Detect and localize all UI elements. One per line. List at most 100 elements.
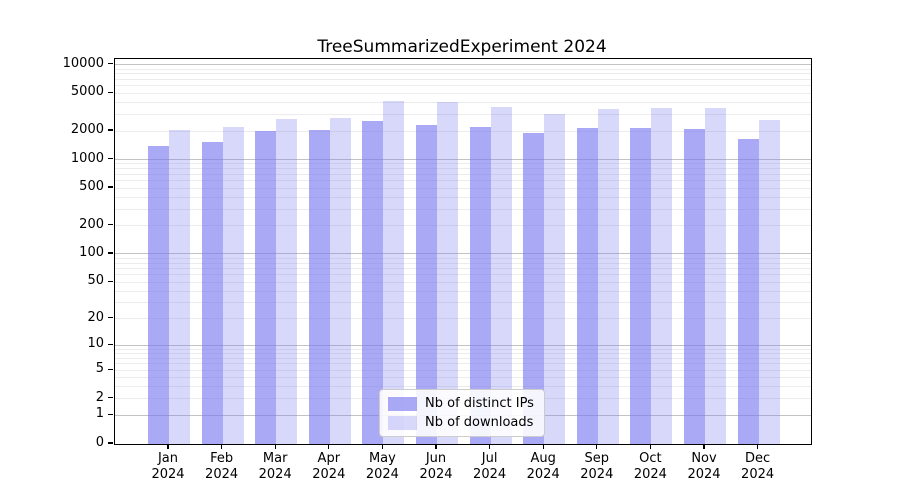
x-axis-tick-label: Jun 2024 [419,451,453,482]
gridline-minor [115,386,811,388]
x-axis-tick-label: Nov 2024 [687,451,721,482]
gridlines-layer [115,59,811,444]
y-axis-tick-label: 20 [87,309,104,325]
plot-area: Nb of distinct IPs Nb of downloads [114,58,812,445]
bar-distinct-ips-may [362,120,384,444]
gridline-minor [115,281,811,283]
gridline-minor [115,92,811,94]
gridline-minor [115,180,811,182]
gridline-minor [115,168,811,170]
y-axis-tick-label: 50 [87,273,104,289]
x-axis-tick-label: Jul 2024 [473,451,507,482]
x-axis-tick-label: Jan 2024 [151,451,185,482]
legend: Nb of distinct IPs Nb of downloads [379,389,545,437]
legend-entry-downloads: Nb of downloads [380,415,544,430]
bar-distinct-ips-sep [576,128,598,444]
y-axis-tick-label: 100 [79,244,104,260]
gridline-minor [115,257,811,259]
gridline-major [115,253,811,255]
bar-distinct-ips-aug [523,132,545,444]
bar-downloads-jul [490,107,512,444]
legend-entry-distinct-ips: Nb of distinct IPs [380,396,544,411]
x-axis-tick [328,444,330,449]
y-axis-tick-label: 2000 [70,122,104,137]
gridline-minor [115,262,811,264]
y-axis-tick [108,91,113,93]
y-axis-tick [108,252,113,254]
x-axis-tick-label: Apr 2024 [312,451,346,482]
y-axis-tick [108,280,113,282]
x-axis-tick-label: May 2024 [365,451,399,482]
y-axis-tick-label: 5 [95,361,104,377]
y-axis-tick [108,368,113,370]
x-axis-tick [167,444,169,449]
bar-downloads-oct [651,108,673,444]
x-axis-tick-label: Feb 2024 [205,451,239,482]
gridline-minor [115,196,811,198]
gridline-minor [115,369,811,371]
x-axis-tick [489,444,491,449]
y-axis-tick-label: 10000 [62,55,104,71]
gridline-minor [115,225,811,227]
gridline-major [115,344,811,346]
y-axis-tick-label: 1 [95,406,104,422]
legend-label-downloads: Nb of downloads [425,415,534,430]
bar-distinct-ips-dec [737,138,759,444]
gridline-minor [115,130,811,132]
bar-downloads-jun [437,101,458,444]
y-axis-tick [108,157,113,160]
y-axis-tick-label: 500 [79,179,104,195]
y-axis-tick-label: 5000 [70,84,104,100]
bar-distinct-ips-jun [416,124,437,444]
gridline-minor [115,68,811,70]
x-axis-tick [703,444,705,449]
bar-downloads-sep [597,109,619,444]
x-axis-tick [596,444,598,449]
bar-distinct-ips-jan [148,145,169,444]
y-axis-tick-label: 10 [87,336,104,352]
x-axis-tick [221,444,223,449]
x-axis-tick-label: Mar 2024 [258,451,292,482]
x-axis-tick-label: Sep 2024 [580,451,614,482]
bar-downloads-jan [169,130,190,444]
gridline-minor [115,274,811,276]
gridline-minor [115,163,811,165]
x-axis-tick [649,444,651,449]
bar-distinct-ips-mar [255,131,277,444]
gridline-minor [115,85,811,87]
y-axis-tick-label: 1000 [70,150,104,166]
bar-distinct-ips-jul [469,126,491,444]
gridline-minor [115,353,811,355]
legend-label-distinct-ips: Nb of distinct IPs [425,396,534,411]
bar-downloads-mar [276,118,298,444]
chart-title: TreeSummarizedExperiment 2024 [317,37,607,57]
y-axis-tick-label: 0 [95,435,104,450]
x-axis-tick-label: Dec 2024 [741,451,775,482]
y-axis-tick [108,186,113,188]
y-axis-tick [108,317,113,319]
x-axis-tick [381,444,383,449]
legend-swatch-downloads [388,415,417,430]
gridline-minor [115,267,811,269]
x-axis-tick [274,444,276,449]
x-axis-tick-label: Oct 2024 [633,451,667,482]
y-axis-tick [108,442,113,444]
bar-downloads-aug [544,113,566,444]
y-axis-tick-label: 2 [95,389,104,405]
bar-downloads-apr [329,118,351,444]
x-axis-tick-label: Aug 2024 [526,451,560,482]
gridline-minor [115,113,811,115]
gridline-minor [115,187,811,189]
bar-downloads-nov [705,107,726,444]
gridline-minor [115,173,811,175]
gridline-minor [115,377,811,379]
y-axis-tick-label: 200 [79,216,104,232]
gridline-major [115,64,811,66]
gridline-minor [115,302,811,304]
legend-swatch-distinct-ips [388,396,417,411]
gridline-minor [115,357,811,359]
gridline-minor [115,78,811,80]
y-axis-tick [108,397,113,399]
bar-downloads-feb [222,127,244,444]
gridline-minor [115,208,811,210]
